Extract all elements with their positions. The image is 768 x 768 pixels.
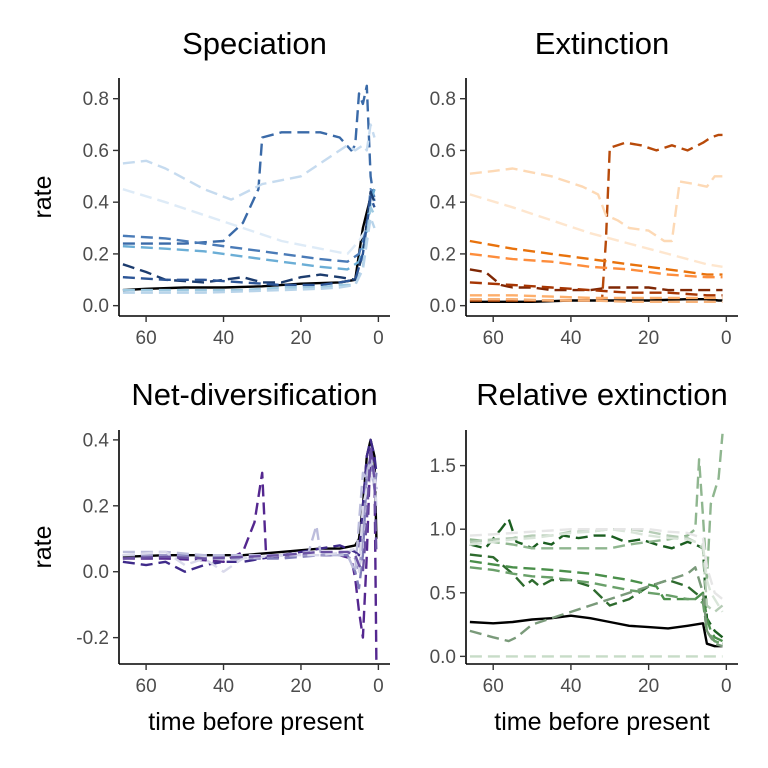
panel-net-diversification: Net-diversification -0.2 0.0 0.2 0.4 60 40 20 0 bbox=[76, 377, 390, 697]
y-tick-label-extinction: 0.6 bbox=[430, 141, 456, 162]
y-tick-label-net-diversification: 0.0 bbox=[83, 562, 109, 583]
series-line-speciation-2 bbox=[122, 123, 376, 201]
x-tick-label-net-diversification: 20 bbox=[290, 676, 311, 697]
y-tick-label-net-diversification: 0.4 bbox=[83, 430, 110, 451]
panel-title-net-diversification: Net-diversification bbox=[131, 377, 377, 412]
series-line-relative-extinction-0 bbox=[469, 614, 723, 648]
y-tick-label-relative-extinction: 1.0 bbox=[430, 520, 456, 541]
x-tick-label-extinction: 0 bbox=[721, 328, 732, 349]
x-tick-label-speciation: 20 bbox=[290, 328, 311, 349]
series-line-net-diversification-2 bbox=[122, 438, 378, 573]
y-tick-label-speciation: 0.0 bbox=[83, 296, 109, 317]
x-tick-label-net-diversification: 0 bbox=[373, 676, 384, 697]
series-line-extinction-6 bbox=[469, 268, 723, 292]
y-tick-label-speciation: 0.2 bbox=[83, 244, 109, 265]
y-tick-label-speciation: 0.8 bbox=[83, 89, 109, 110]
series-line-speciation-1 bbox=[122, 84, 376, 245]
panel-title-speciation: Speciation bbox=[182, 26, 327, 61]
y-tick-label-extinction: 0.0 bbox=[430, 296, 456, 317]
x-tick-label-relative-extinction: 60 bbox=[483, 676, 504, 697]
series-line-net-diversification-5 bbox=[122, 455, 378, 573]
y-tick-label-net-diversification: -0.2 bbox=[76, 628, 109, 649]
x-tick-label-speciation: 0 bbox=[373, 328, 384, 349]
series-group-relative-extinction bbox=[469, 433, 724, 658]
series-line-relative-extinction-5 bbox=[469, 433, 724, 582]
panel-relative-extinction: Relative extinction 0.0 0.5 1.0 1.5 60 40 20 0 bbox=[430, 377, 738, 697]
series-line-speciation-0 bbox=[122, 188, 376, 292]
series-line-relative-extinction-7 bbox=[469, 528, 724, 613]
y-tick-label-extinction: 0.8 bbox=[430, 89, 456, 110]
x-axis-title-right: time before present bbox=[494, 708, 709, 736]
panel-speciation: Speciation 0.0 0.2 0.4 0.6 0.8 60 40 20 0 bbox=[83, 26, 390, 349]
y-tick-label-speciation: 0.4 bbox=[83, 193, 110, 214]
x-tick-label-extinction: 20 bbox=[638, 328, 659, 349]
series-line-extinction-1 bbox=[469, 133, 723, 302]
series-group-net-diversification bbox=[122, 438, 378, 665]
x-tick-label-relative-extinction: 40 bbox=[560, 676, 581, 697]
series-line-extinction-3 bbox=[469, 193, 723, 268]
series-line-net-diversification-0 bbox=[122, 438, 378, 559]
series-line-extinction-8 bbox=[469, 294, 723, 300]
y-axis-title-bottom: rate bbox=[29, 525, 57, 568]
y-tick-label-relative-extinction: 0.0 bbox=[430, 647, 456, 668]
panel-title-relative-extinction: Relative extinction bbox=[476, 377, 728, 412]
x-tick-label-relative-extinction: 0 bbox=[721, 676, 732, 697]
series-line-extinction-2 bbox=[469, 167, 723, 243]
series-line-relative-extinction-3 bbox=[469, 559, 724, 643]
panel-extinction: Extinction 0.0 0.2 0.4 0.6 0.8 60 40 20 0 bbox=[430, 26, 738, 349]
x-tick-label-extinction: 40 bbox=[560, 328, 581, 349]
x-tick-label-speciation: 40 bbox=[213, 328, 234, 349]
series-line-net-diversification-7 bbox=[122, 445, 378, 573]
series-line-net-diversification-6 bbox=[122, 471, 378, 573]
panel-title-extinction: Extinction bbox=[535, 26, 669, 61]
y-axis-title-top: rate bbox=[29, 175, 57, 218]
x-tick-label-extinction: 60 bbox=[483, 328, 504, 349]
y-tick-label-speciation: 0.6 bbox=[83, 141, 109, 162]
series-line-net-diversification-3 bbox=[122, 455, 378, 590]
x-tick-label-net-diversification: 60 bbox=[136, 676, 157, 697]
series-line-net-diversification-1 bbox=[122, 445, 378, 665]
y-tick-label-net-diversification: 0.2 bbox=[83, 496, 109, 517]
series-line-speciation-7 bbox=[122, 195, 376, 287]
y-tick-label-relative-extinction: 1.5 bbox=[430, 456, 456, 477]
y-tick-label-relative-extinction: 0.5 bbox=[430, 583, 456, 604]
series-group-extinction bbox=[469, 133, 723, 303]
series-line-relative-extinction-4 bbox=[469, 566, 723, 645]
x-axis-title-left: time before present bbox=[148, 708, 363, 736]
y-tick-label-extinction: 0.2 bbox=[430, 244, 456, 265]
series-line-relative-extinction-10 bbox=[469, 566, 723, 648]
x-tick-label-relative-extinction: 20 bbox=[638, 676, 659, 697]
x-tick-label-speciation: 60 bbox=[136, 328, 157, 349]
x-tick-label-net-diversification: 40 bbox=[213, 676, 234, 697]
y-tick-label-extinction: 0.4 bbox=[430, 193, 457, 214]
series-line-relative-extinction-8 bbox=[469, 528, 724, 601]
series-group-speciation bbox=[122, 84, 376, 294]
